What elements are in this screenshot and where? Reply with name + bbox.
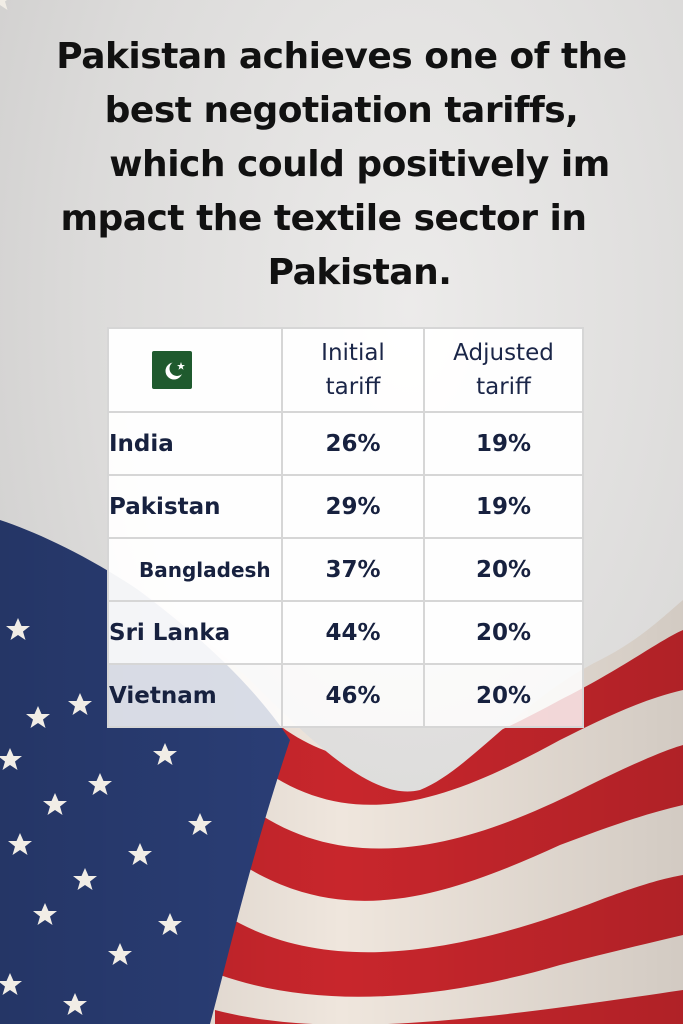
header-text: tariff <box>476 374 531 400</box>
country-cell: Pakistan <box>107 474 283 539</box>
country-cell: Sri Lanka <box>107 600 283 665</box>
adjusted-tariff-cell: 20% <box>423 600 584 665</box>
headline-line: mpact the textile sector in <box>60 198 623 239</box>
header-text: Adjusted <box>453 340 554 366</box>
country-cell: India <box>107 411 283 476</box>
tariff-table: Initial tariff Adjusted tariff India 26%… <box>107 327 584 728</box>
table-row: Bangladesh 37% 20% <box>107 537 584 602</box>
adjusted-tariff-cell: 19% <box>423 411 584 476</box>
headline-line: Pakistan achieves one of the <box>56 36 627 77</box>
headline: Pakistan achieves one of the best negoti… <box>0 30 683 300</box>
table-row: India 26% 19% <box>107 411 584 476</box>
adjusted-tariff-cell: 19% <box>423 474 584 539</box>
headline-line: Pakistan. <box>231 252 452 293</box>
table-header-row: Initial tariff Adjusted tariff <box>107 327 584 413</box>
table-row: Vietnam 46% 20% <box>107 663 584 728</box>
adjusted-tariff-cell: 20% <box>423 663 584 728</box>
country-cell: Bangladesh <box>107 537 283 602</box>
initial-tariff-cell: 44% <box>281 600 425 665</box>
header-text: tariff <box>325 374 381 400</box>
country-cell: Vietnam <box>107 663 283 728</box>
flag-header-cell <box>107 327 283 413</box>
pakistan-flag-icon <box>152 351 192 389</box>
initial-tariff-cell: 29% <box>281 474 425 539</box>
initial-tariff-header: Initial tariff <box>281 327 425 413</box>
headline-line: best negotiation tariffs, <box>104 90 579 131</box>
headline-line: which could positively im <box>73 144 610 185</box>
adjusted-tariff-cell: 20% <box>423 537 584 602</box>
initial-tariff-cell: 26% <box>281 411 425 476</box>
initial-tariff-cell: 46% <box>281 663 425 728</box>
initial-tariff-cell: 37% <box>281 537 425 602</box>
adjusted-tariff-header: Adjusted tariff <box>423 327 584 413</box>
header-text: Initial <box>321 340 385 366</box>
table-row: Sri Lanka 44% 20% <box>107 600 584 665</box>
table-row: Pakistan 29% 19% <box>107 474 584 539</box>
